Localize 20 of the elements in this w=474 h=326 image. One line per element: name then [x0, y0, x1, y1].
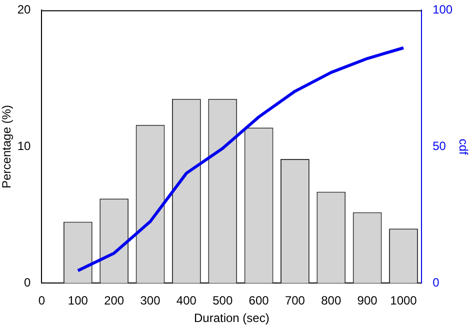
y-tick-label: 10	[17, 139, 32, 154]
y2-axis-title: cdf	[456, 138, 470, 156]
x-tick-label: 800	[321, 294, 342, 308]
y-axis-title: Percentage (%)	[0, 105, 14, 188]
x-tick-label: 1000	[390, 294, 418, 308]
x-tick-label: 200	[104, 294, 124, 308]
y-tick-label: 20	[17, 2, 32, 17]
x-tick-label: 600	[248, 294, 270, 308]
y-tick-label: 0	[24, 276, 32, 290]
x-tick-label: 700	[284, 294, 306, 308]
x-axis-title: Duration (sec)	[194, 311, 270, 326]
y2-tick-label: 50	[432, 139, 446, 154]
x-tick-label: 300	[140, 294, 161, 308]
x-tick-label: 100	[68, 294, 88, 308]
x-tick-label: 500	[212, 294, 233, 308]
x-tick-label: 400	[176, 294, 197, 308]
y2-tick-label: 100	[432, 2, 453, 17]
x-tick-label: 0	[38, 294, 46, 308]
y2-tick-label: 0	[432, 276, 440, 290]
x-tick-label: 900	[357, 294, 378, 308]
